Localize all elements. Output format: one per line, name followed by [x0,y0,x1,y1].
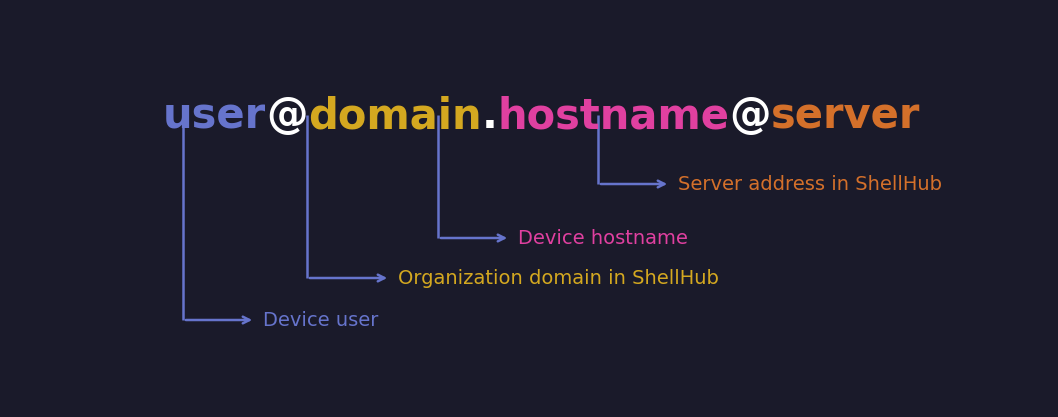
Text: Organization domain in ShellHub: Organization domain in ShellHub [398,269,718,287]
Text: user: user [163,95,267,137]
Text: hostname: hostname [497,95,729,137]
Text: @: @ [729,95,771,137]
Text: Server address in ShellHub: Server address in ShellHub [678,174,942,193]
Text: .: . [481,95,497,137]
Text: domain: domain [308,95,481,137]
Text: Device user: Device user [263,311,379,329]
Text: Device hostname: Device hostname [518,229,688,248]
Text: server: server [771,95,920,137]
Text: @: @ [267,95,308,137]
